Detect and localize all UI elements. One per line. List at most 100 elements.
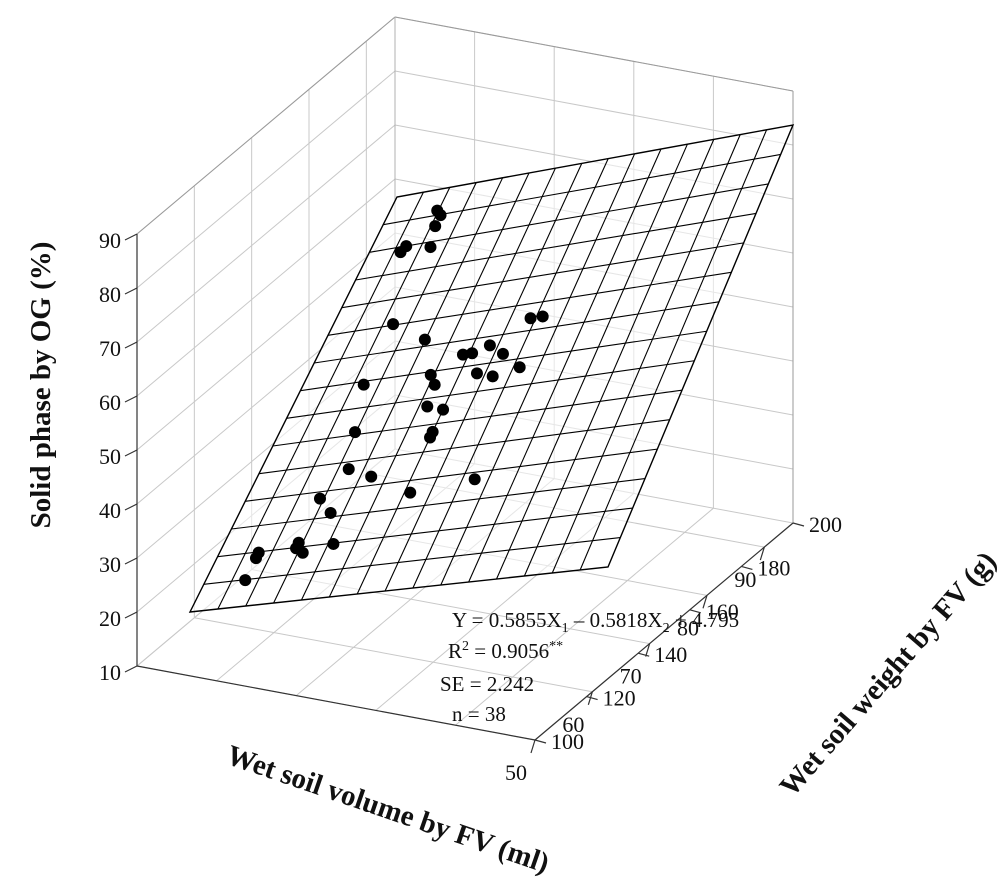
data-point	[349, 426, 362, 439]
x-axis-title: Wet soil volume by FV (ml)	[223, 739, 554, 879]
plane-gridline	[300, 177, 504, 601]
data-point	[252, 546, 265, 559]
y-axis-line	[534, 522, 794, 741]
floor-gridline	[194, 617, 593, 693]
y-tick-label: 120	[603, 686, 636, 711]
y-tick-mark	[792, 522, 805, 527]
x-tick-label: 80	[677, 615, 699, 640]
plane-gridline	[245, 448, 658, 502]
x-axis-line	[136, 665, 536, 741]
back-wall-gridline	[394, 70, 794, 146]
z-tick-mark	[124, 287, 138, 295]
plane-gridline	[369, 183, 769, 253]
x-tick-mark	[530, 739, 536, 754]
z-tick-mark	[124, 233, 138, 241]
z-tick-mark	[124, 449, 138, 457]
z-tick-label: 90	[99, 228, 121, 253]
plane-gridline	[217, 191, 424, 610]
data-point	[327, 537, 340, 550]
plane-gridline	[245, 187, 451, 607]
z-tick-mark	[124, 341, 138, 349]
plane-gridline	[355, 212, 757, 281]
x-tick-label: 50	[505, 760, 527, 785]
plane-gridline	[217, 507, 633, 558]
y-tick-mark	[586, 696, 598, 701]
plane-gridline	[440, 153, 636, 586]
data-point	[536, 310, 549, 323]
plane-gridline	[579, 129, 768, 571]
x-tick-mark	[702, 595, 708, 609]
data-point	[483, 339, 496, 352]
data-point	[466, 347, 479, 360]
left-wall-gridline	[136, 124, 396, 343]
data-point	[429, 220, 442, 233]
z-axis-title: Solid phase by OG (%)	[25, 242, 57, 529]
plane-gridline	[412, 158, 609, 589]
plane-gridline	[384, 163, 583, 592]
y-tick-mark	[534, 739, 547, 744]
chart-axes	[124, 233, 805, 754]
wall-border	[136, 16, 396, 235]
plane-gridline	[551, 134, 741, 574]
data-point	[437, 403, 450, 416]
data-point	[324, 506, 337, 519]
data-point	[513, 361, 526, 374]
y-tick-mark	[638, 652, 650, 657]
data-point	[496, 347, 509, 360]
data-point	[426, 425, 439, 438]
z-tick-mark	[124, 665, 138, 673]
r-squared-text: R2 = 0.9056**	[448, 639, 563, 663]
data-point	[434, 209, 447, 222]
z-tick-label: 60	[99, 390, 121, 415]
z-tick-label: 40	[99, 498, 121, 523]
x-tick-mark	[587, 691, 593, 705]
data-point	[468, 473, 481, 486]
z-tick-mark	[124, 395, 138, 403]
y-tick-mark	[689, 609, 701, 614]
plane-gridline	[383, 153, 781, 226]
axis-tick-labels: 10 20 30 40 50 60 70 80 90 50 60 70 80 90 100 120 140 160…	[99, 228, 842, 785]
data-point	[524, 312, 537, 325]
data-point	[418, 333, 431, 346]
plane-gridline	[523, 139, 715, 577]
data-point	[387, 318, 400, 331]
x-tick-label: 90	[734, 567, 756, 592]
data-point	[296, 546, 309, 559]
y-axis-title: Wet soil weight by FV (g)	[774, 546, 1003, 803]
z-tick-label: 80	[99, 282, 121, 307]
z-tick-mark	[124, 611, 138, 619]
data-point	[313, 492, 326, 505]
data-point	[400, 240, 413, 253]
z-tick-label: 10	[99, 660, 121, 685]
x-tick-label: 60	[562, 712, 584, 737]
plane-gridline	[468, 148, 662, 583]
plane-gridline	[273, 182, 477, 604]
data-point	[456, 348, 469, 361]
plane-gridline	[258, 419, 670, 475]
data-point	[365, 470, 378, 483]
y-tick-label: 140	[654, 642, 687, 667]
x-tick-label: 70	[620, 664, 642, 689]
scatter-points	[239, 204, 549, 587]
plane-gridline	[203, 536, 621, 585]
sample-size-text: n = 38	[452, 702, 506, 726]
plane-gridline	[286, 360, 695, 419]
data-point	[357, 378, 370, 391]
z-tick-label: 70	[99, 336, 121, 361]
y-tick-mark	[741, 565, 753, 570]
plane-gridline	[231, 478, 646, 530]
plane-gridline	[314, 301, 720, 364]
left-wall-gridline	[136, 70, 396, 289]
left-wall-gridline	[136, 232, 396, 451]
left-wall-gridline	[136, 178, 396, 397]
plane-gridline	[356, 167, 556, 595]
data-point	[424, 241, 437, 254]
data-point	[428, 378, 441, 391]
y-tick-label: 100	[551, 729, 584, 754]
regression-annotation: Y = 0.5855X1 – 0.5818X2 + 4.795 R2 = 0.9…	[440, 608, 739, 726]
z-tick-label: 20	[99, 606, 121, 631]
x-tick-mark	[645, 643, 651, 657]
data-point	[470, 367, 483, 380]
data-point	[239, 574, 252, 587]
